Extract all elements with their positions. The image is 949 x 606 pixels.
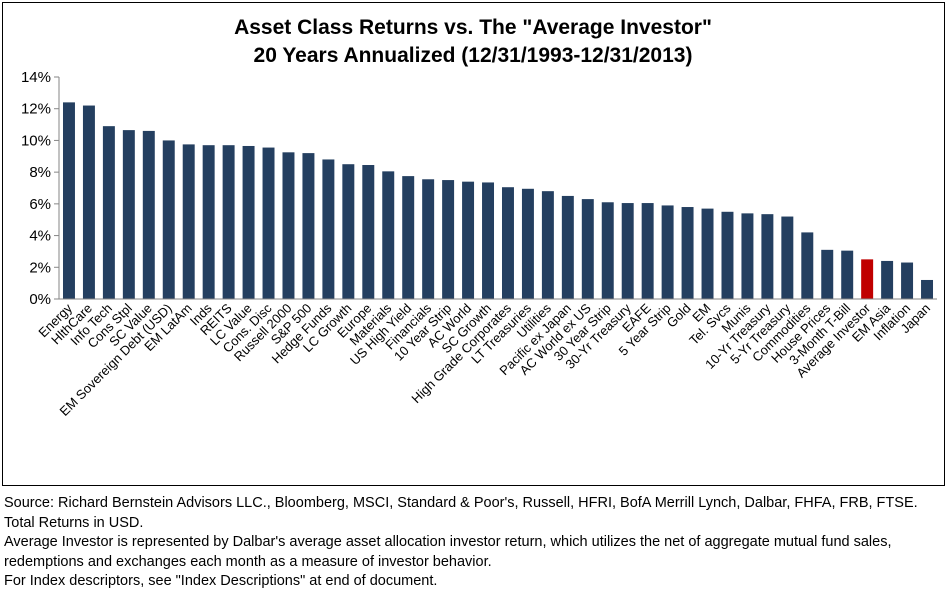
y-tick-label: 4% [29, 228, 51, 245]
bar [641, 203, 654, 299]
bar [861, 259, 874, 299]
bar [581, 199, 594, 299]
bar [442, 180, 455, 299]
chart-subtitle: 20 Years Annualized (12/31/1993-12/31/20… [254, 44, 693, 67]
bar [721, 211, 734, 299]
bar [801, 232, 814, 299]
y-tick-label: 12% [21, 101, 51, 118]
bar-series [62, 102, 934, 300]
bar [741, 213, 754, 299]
bar [102, 126, 115, 299]
y-tick-label: 8% [29, 164, 51, 181]
bar [601, 202, 614, 299]
y-tick-label: 10% [21, 132, 51, 149]
bar [242, 145, 255, 299]
bar [881, 260, 894, 299]
index-descriptors-note: For Index descriptors, see "Index Descri… [4, 573, 438, 589]
y-tick-label: 6% [29, 196, 51, 213]
bar [422, 179, 435, 299]
bar [621, 203, 634, 299]
source-note: Source: Richard Bernstein Advisors LLC.,… [4, 495, 918, 531]
bar [382, 171, 395, 299]
bar [262, 147, 275, 299]
bar [62, 102, 75, 300]
bar-chart: Asset Class Returns vs. The "Average Inv… [21, 16, 937, 419]
chart-frame: Asset Class Returns vs. The "Average Inv… [2, 2, 945, 486]
bar [182, 144, 195, 299]
bar [302, 153, 315, 299]
bar [681, 207, 694, 299]
bar [761, 214, 774, 299]
bar [142, 130, 155, 299]
bar [482, 182, 495, 299]
bar [402, 176, 415, 299]
bar [821, 249, 834, 299]
y-tick-label: 14% [21, 69, 51, 86]
y-axis: 0% 2% 4% 6% 8% 10% 12% 14% [21, 69, 60, 308]
bar [222, 145, 235, 299]
bar [122, 130, 135, 299]
bar [362, 165, 375, 299]
bar [521, 188, 534, 299]
bar [541, 191, 554, 299]
average-investor-note: Average Investor is represented by Dalba… [4, 534, 892, 570]
bar [202, 145, 215, 299]
bar [781, 216, 794, 299]
bar [661, 205, 674, 299]
footnotes: Source: Richard Bernstein Advisors LLC.,… [4, 494, 944, 592]
bar [322, 159, 335, 299]
y-tick-label: 0% [29, 291, 51, 308]
bar [342, 164, 355, 299]
bar [701, 208, 714, 299]
bar [921, 279, 934, 299]
bar [841, 250, 854, 299]
bar [501, 187, 514, 299]
bar [282, 152, 295, 299]
bar [462, 181, 475, 299]
bar [82, 105, 95, 299]
bar [901, 262, 914, 299]
bar [561, 195, 574, 299]
chart-title: Asset Class Returns vs. The "Average Inv… [234, 16, 712, 39]
y-tick-label: 2% [29, 259, 51, 276]
bar [162, 140, 175, 299]
